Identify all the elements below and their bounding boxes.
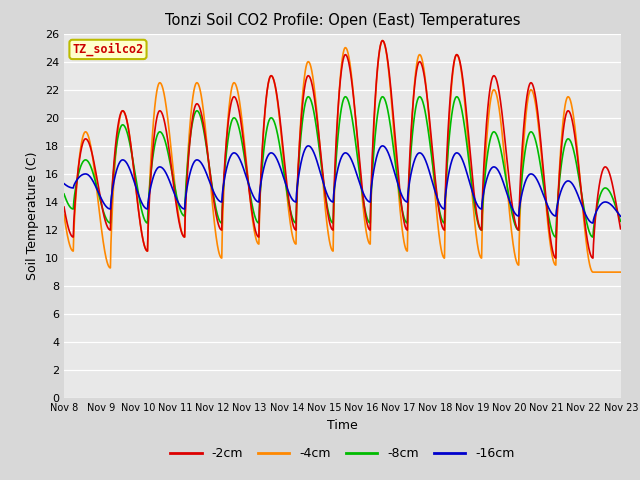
Legend: -2cm, -4cm, -8cm, -16cm: -2cm, -4cm, -8cm, -16cm (165, 442, 520, 465)
Title: Tonzi Soil CO2 Profile: Open (East) Temperatures: Tonzi Soil CO2 Profile: Open (East) Temp… (164, 13, 520, 28)
Text: TZ_soilco2: TZ_soilco2 (72, 43, 143, 56)
Y-axis label: Soil Temperature (C): Soil Temperature (C) (26, 152, 39, 280)
X-axis label: Time: Time (327, 419, 358, 432)
